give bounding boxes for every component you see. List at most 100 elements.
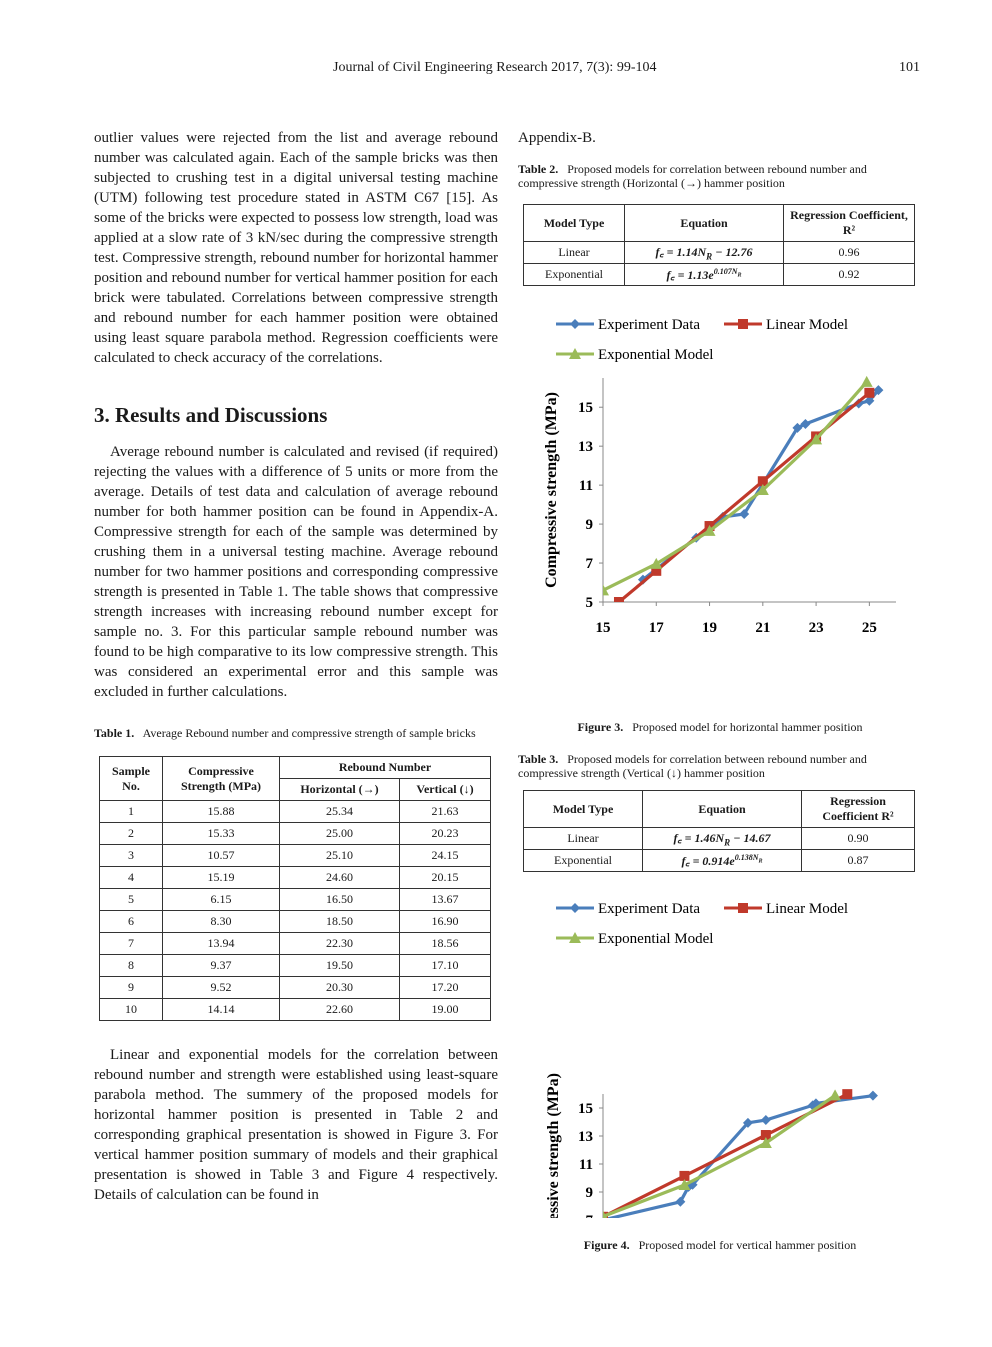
y-tick-label: 9 (586, 517, 594, 533)
data-point-triangle (756, 484, 769, 495)
legend-label: Exponential Model (598, 347, 713, 363)
r2-cell: 0.87 (801, 849, 915, 872)
appendix-text: Appendix-B. (518, 130, 596, 146)
series-line-3 (603, 1094, 836, 1218)
table1-header-strength: Compressive Strength (MPa) (162, 756, 280, 801)
left-column: outlier values were rejected from the li… (94, 128, 498, 1205)
section-title: 3. Results and Discussions (94, 403, 328, 427)
table-cell: 9 (99, 976, 163, 999)
table-cell: 22.30 (278, 932, 401, 955)
table-row: 5 6.15 16.50 13.67 (99, 888, 491, 911)
table-cell: 19.00 (399, 998, 491, 1021)
table-row: 3 10.57 25.10 24.15 (99, 844, 491, 867)
y-tick-label: 13 (578, 1129, 593, 1145)
table-cell: 22.60 (278, 998, 401, 1021)
data-point-triangle (678, 1179, 691, 1190)
table-cell: 25.00 (278, 822, 401, 845)
table2-body: Linear f꜀ = 1.14NR − 12.76 0.96 Exponential… (523, 241, 915, 286)
table-cell: 7 (99, 932, 163, 955)
data-point-triangle (860, 375, 873, 387)
figure4-caption: Figure 4. Proposed model for vertical ha… (518, 1238, 922, 1253)
figure3-chart: Experiment Data Linear Model Exponential M… (543, 317, 896, 690)
r2-cell: 0.96 (783, 241, 915, 264)
legend-label: Exponential Model (598, 931, 713, 947)
y-axis-title: Compressive strength (MPa) (543, 392, 560, 588)
paragraph-models: Linear and exponential models for the co… (94, 1047, 498, 1203)
table-cell: 24.15 (399, 844, 491, 867)
equation-cell: f꜀ = 1.14NR − 12.76 (624, 241, 784, 264)
data-point-diamond (760, 1115, 771, 1126)
data-point-diamond (570, 903, 580, 913)
table1-caption-text: Average Rebound number and compressive s… (142, 726, 476, 740)
table-row: 8 9.37 19.50 17.10 (99, 954, 491, 977)
table2-caption: Table 2. Proposed models for correlation… (518, 162, 922, 190)
x-tick-label: 21 (755, 620, 770, 634)
data-point-triangle (603, 584, 609, 596)
y-tick-label: 13 (578, 439, 593, 455)
figure4: Experiment Data Linear Model Exponential M… (518, 888, 922, 1338)
y-tick-label: 11 (579, 1157, 593, 1173)
y-tick-label: 9 (586, 1185, 594, 1201)
legend-label: Experiment Data (598, 901, 700, 917)
data-point-square (613, 597, 624, 602)
equation-cell: f꜀ = 1.46NR − 14.67 (642, 827, 802, 850)
paragraph-methods: outlier values were rejected from the li… (94, 130, 498, 366)
table-row: 7 13.94 22.30 18.56 (99, 932, 491, 955)
table3-header-model: Model Type (523, 790, 643, 828)
figure4-caption-text: Proposed model for vertical hammer posit… (638, 1238, 857, 1252)
table-cell: 17.20 (399, 976, 491, 999)
table-cell: 10 (99, 998, 163, 1021)
data-point-square (757, 476, 768, 487)
x-tick-label: 19 (702, 620, 717, 634)
model-type-cell: Exponential (523, 263, 625, 286)
table-cell: 25.34 (278, 800, 401, 823)
equation-main: f꜀ = 1.46N (673, 831, 725, 846)
figure3-caption-text: Proposed model for horizontal hammer pos… (632, 720, 863, 734)
table-cell: 6.15 (162, 888, 280, 911)
data-point-triangle (810, 433, 823, 445)
table3-block: Table 3. Proposed models for correlation… (518, 752, 922, 872)
table-row: 6 8.30 18.50 16.90 (99, 910, 491, 933)
table1-label: Table 1. (94, 726, 135, 740)
equation-exponent: 0.138NR (735, 853, 763, 865)
y-tick-label: 7 (586, 556, 594, 572)
data-point-square (679, 1170, 690, 1181)
table-cell: 15.33 (162, 822, 280, 845)
table-cell: 13.67 (399, 888, 491, 911)
equation-main: f꜀ = 1.14N (655, 245, 707, 260)
data-point-triangle (650, 557, 663, 569)
table-cell: 16.90 (399, 910, 491, 933)
table-row: 10 14.14 22.60 19.00 (99, 998, 491, 1021)
table2-label: Table 2. (518, 162, 559, 176)
equation-tail: − 14.67 (730, 831, 771, 846)
y-axis-title: Compressive strength (MPa) (545, 1073, 562, 1218)
table1-header-rebound: Rebound Number (279, 756, 491, 779)
paragraph-results: Average rebound number is calculated and… (94, 444, 498, 700)
table-cell: 18.50 (278, 910, 401, 933)
equation-exponent-main: 0.107N (713, 267, 738, 276)
table-cell: 2 (99, 822, 163, 845)
table1-header-vertical: Vertical (↓) (399, 778, 491, 801)
x-tick-label: 25 (862, 620, 877, 634)
figure4-chart: Experiment Data Linear Model Exponential M… (545, 901, 888, 1338)
table-row: 1 15.88 25.34 21.63 (99, 800, 491, 823)
y-tick-label: 15 (578, 400, 593, 416)
data-point-triangle (569, 932, 581, 943)
legend-label: Experiment Data (598, 317, 700, 333)
equation: f꜀ = 1.13e0.107NR (666, 267, 741, 282)
table-row: 9 9.52 20.30 17.20 (99, 976, 491, 999)
y-tick-label: 15 (578, 1101, 593, 1117)
data-point-diamond (867, 1090, 878, 1101)
table-cell: 6 (99, 910, 163, 933)
data-point-square (738, 903, 748, 913)
y-tick-label: 5 (586, 595, 594, 611)
data-point-diamond (800, 418, 811, 429)
figure3-caption-label: Figure 3. (577, 720, 624, 734)
data-point-diamond (687, 1179, 698, 1190)
table-cell: 1 (99, 800, 163, 823)
data-point-triangle (703, 524, 716, 536)
plot-area (603, 1089, 878, 1225)
table1-header-sample: Sample No. (99, 756, 163, 801)
figure3-caption: Figure 3. Proposed model for horizontal … (518, 720, 922, 735)
table1-header-horizontal: Horizontal (→) (278, 778, 401, 801)
